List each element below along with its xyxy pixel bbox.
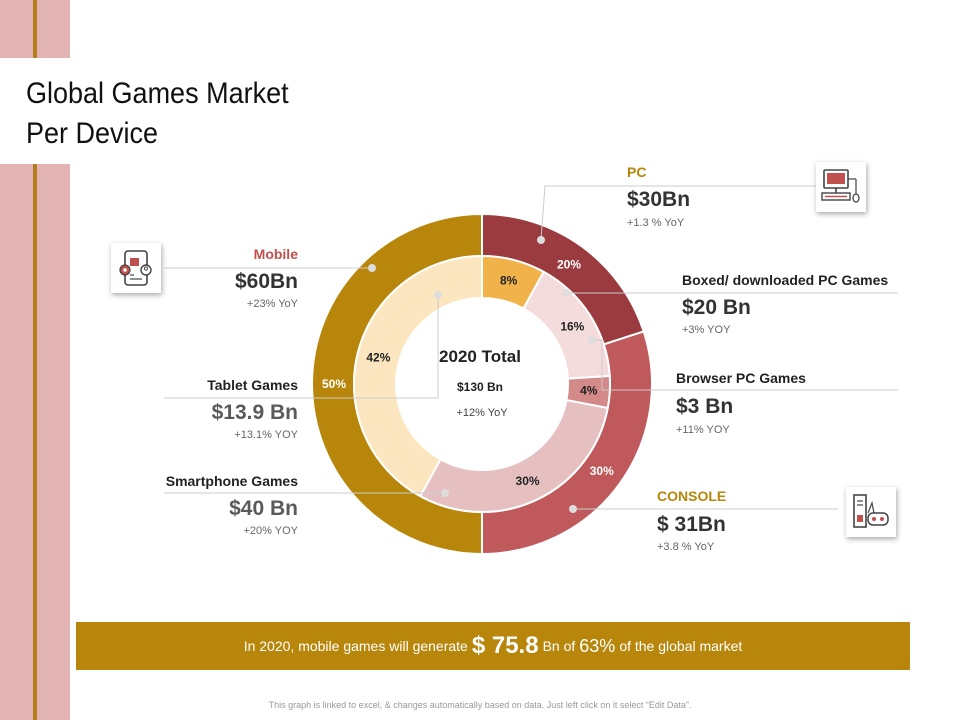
leader-dot-boxed — [562, 289, 570, 297]
leader-tablet — [164, 295, 439, 399]
title-panel — [0, 58, 345, 164]
boxed-value: $20 Bn — [682, 296, 751, 319]
inner-label-console: 30% — [516, 474, 540, 488]
banner-amount: $ 75.8 — [471, 632, 539, 659]
game-console-icon — [846, 487, 896, 537]
inner-slice-console — [418, 398, 609, 513]
banner-middle: Bn of — [542, 638, 576, 654]
leader-dot-pc — [537, 236, 545, 244]
summary-banner: In 2020, mobile games will generate $ 75… — [76, 622, 910, 670]
outer-label-pc: 20% — [557, 257, 581, 271]
inner-label-tablet-games: 8% — [500, 273, 518, 287]
banner-prefix: In 2020, mobile games will generate — [243, 638, 468, 654]
browser-label: Browser PC Games — [676, 370, 806, 386]
outer-label-mobile: 50% — [322, 377, 346, 391]
mobile-gaming-icon — [111, 243, 161, 293]
inner-label-browser-pc-games: 4% — [580, 384, 598, 398]
leader-dot-browser — [588, 336, 596, 344]
inner-label-boxed-downloaded-pc-games: 16% — [560, 320, 584, 334]
leader-pc — [540, 185, 820, 241]
banner-percent: 63% — [579, 635, 616, 656]
mobile-yoy: +23% YoY — [246, 298, 298, 310]
pc-label: PC — [627, 164, 647, 180]
outer-label-console: 30% — [590, 464, 614, 478]
inner-label-smartphone-games: 42% — [366, 350, 390, 364]
tablet-yoy: +13.1% YOY — [234, 429, 298, 441]
pc-value: $30Bn — [627, 188, 691, 211]
browser-yoy: +11% YOY — [676, 424, 730, 436]
desktop-computer-icon — [816, 162, 866, 212]
console-value: $ 31Bn — [657, 513, 726, 536]
footer-note: This graph is linked to excel, & changes… — [268, 700, 692, 710]
mobile-value: $60Bn — [234, 270, 298, 293]
tablet-label: Tablet Games — [207, 377, 298, 393]
console-label: CONSOLE — [657, 488, 727, 504]
page-title-line-2: Per Device — [26, 117, 159, 150]
inner-slice-smartphone-games — [353, 254, 483, 498]
center-yoy: +12% YoY — [456, 407, 508, 419]
leader-dot-tablet — [434, 291, 442, 299]
tablet-value: $13.9 Bn — [211, 401, 298, 424]
pc-yoy: +1.3 % YoY — [627, 217, 685, 229]
smartphone-value: $40 Bn — [229, 497, 298, 520]
boxed-yoy: +3% YOY — [682, 324, 731, 336]
sidebar-accent-line — [33, 0, 37, 720]
center-title: 2020 Total — [439, 347, 521, 366]
leader-browser — [592, 339, 898, 391]
center-value: $130 Bn — [457, 380, 503, 394]
leader-dot-console — [569, 505, 577, 513]
smartphone-label: Smartphone Games — [165, 473, 298, 489]
mobile-label: Mobile — [253, 246, 298, 262]
page-title-line-1: Global Games Market — [26, 77, 289, 110]
boxed-label: Boxed/ downloaded PC Games — [682, 272, 889, 288]
smartphone-yoy: +20% YOY — [243, 525, 298, 537]
browser-value: $3 Bn — [676, 395, 734, 418]
banner-suffix: of the global market — [619, 638, 743, 654]
page-title: Global Games Market Per Device — [26, 74, 289, 154]
console-yoy: +3.8 % YoY — [657, 541, 715, 553]
leader-dot-mobile — [368, 264, 376, 272]
leader-dot-smartphone — [441, 489, 449, 497]
